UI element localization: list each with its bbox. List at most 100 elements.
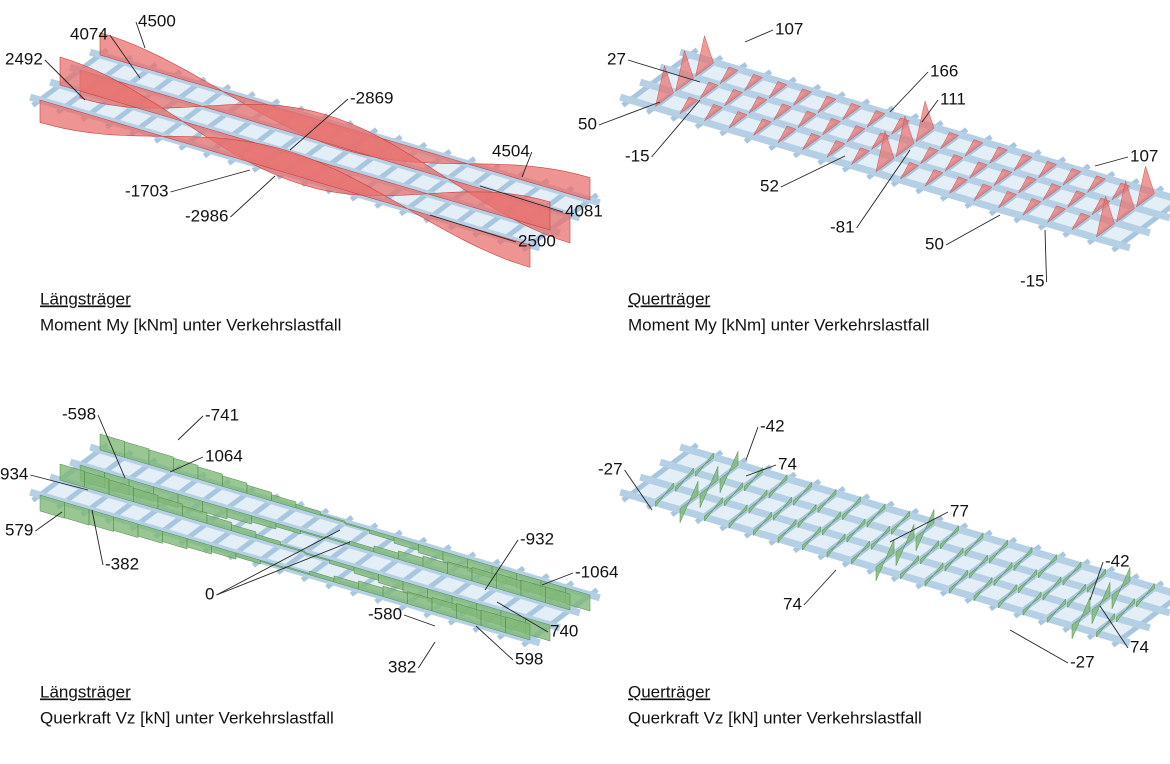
moment-diagram [969, 161, 989, 179]
shear-diagram [822, 510, 841, 536]
shear-diagram [202, 500, 228, 520]
shear-diagram [99, 433, 125, 458]
shear-diagram [211, 545, 237, 560]
value-label: -1703 [125, 181, 168, 200]
leader-line [91, 509, 104, 566]
leader-line [1099, 605, 1129, 649]
leader-line [30, 474, 89, 491]
shear-diagram [1013, 546, 1033, 572]
moment-diagram [699, 81, 719, 100]
value-label: -382 [105, 554, 139, 573]
moment-diagram [1022, 198, 1042, 216]
moment-diagram [695, 34, 714, 78]
shear-diagram [797, 503, 817, 529]
leader-line [496, 601, 549, 633]
moment-diagram [79, 69, 571, 244]
bridge-deck [29, 32, 601, 268]
value-label: 934 [0, 464, 28, 483]
shear-diagram [768, 474, 788, 500]
value-label: -2986 [185, 206, 228, 225]
moment-diagram [802, 132, 822, 151]
value-label: -27 [1070, 652, 1095, 671]
moment-diagram [675, 49, 694, 93]
moment-diagram [768, 81, 788, 99]
panel-heading: Längsträger [40, 289, 131, 308]
panel-caption: Moment My [kNm] unter Verkehrslastfall [40, 315, 341, 334]
shear-diagram [748, 489, 768, 515]
shear-diagram [186, 538, 212, 555]
leader-line [1009, 629, 1069, 664]
value-label: 4504 [492, 141, 530, 160]
moment-diagram [940, 131, 960, 150]
value-label: -2869 [350, 88, 393, 107]
shear-diagram [817, 488, 837, 514]
shear-diagram [695, 452, 714, 478]
leader-line [744, 29, 774, 43]
panel-heading: Querträger [628, 682, 711, 701]
moment-diagram [915, 100, 935, 143]
shear-diagram [1038, 553, 1057, 579]
leader-line [479, 185, 564, 213]
value-label: -580 [368, 604, 402, 623]
shear-diagram [993, 561, 1013, 587]
shear-diagram [505, 616, 531, 641]
moment-diagram [900, 161, 920, 180]
moment-diagram [797, 110, 817, 129]
value-label: 4500 [138, 11, 176, 30]
value-label: 74 [778, 454, 797, 473]
value-label: -15 [625, 146, 650, 165]
cross-beam [251, 507, 330, 568]
panel-caption: Querkraft Vz [kN] unter Verkehrslastfall [40, 708, 334, 727]
moment-diagram [944, 154, 964, 172]
shear-diagram [875, 539, 895, 581]
shear-diagram [59, 463, 85, 488]
shear-diagram [275, 522, 301, 535]
value-label: 107 [1130, 146, 1158, 165]
moment-diagram [989, 146, 1009, 164]
shear-diagram [699, 466, 719, 508]
leader-line [856, 149, 911, 229]
moment-diagram [793, 88, 813, 106]
shear-diagram [280, 543, 306, 553]
moment-diagram [748, 96, 768, 114]
value-label: 4074 [70, 24, 108, 43]
moment-diagram [826, 140, 846, 158]
shear-diagram [973, 576, 993, 602]
shear-diagram [300, 529, 326, 540]
panel-caption: Querkraft Vz [kN] unter Verkehrslastfall [628, 708, 922, 727]
shear-diagram [64, 501, 90, 526]
shear-diagram [271, 494, 297, 509]
value-label: 598 [515, 649, 543, 668]
shear-diagram [137, 523, 163, 544]
shear-diagram [728, 504, 748, 530]
value-label: 1064 [205, 446, 243, 465]
leader-line [289, 98, 349, 151]
value-label: 2492 [5, 49, 43, 68]
shear-diagram [777, 518, 797, 544]
value-label: 107 [775, 19, 803, 38]
moment-diagram [773, 103, 793, 121]
moment-diagram [704, 103, 724, 122]
shear-diagram [675, 467, 694, 493]
shear-diagram [895, 524, 915, 566]
shear-diagram [255, 533, 281, 546]
value-label: -741 [205, 405, 239, 424]
moment-diagram [1013, 153, 1033, 172]
shear-diagram [84, 471, 110, 495]
shear-diagram [545, 586, 571, 611]
shear-diagram [842, 495, 861, 521]
moment-diagram [1062, 168, 1082, 186]
value-label: -932 [520, 529, 554, 548]
shear-diagram [108, 479, 134, 503]
moment-diagram [822, 117, 842, 136]
leader-line [216, 529, 341, 596]
shear-diagram [826, 533, 846, 559]
moment-diagram [949, 176, 969, 194]
value-label: 740 [550, 621, 578, 640]
cross-beam [1111, 204, 1170, 253]
shear-diagram [793, 481, 812, 507]
value-label: 27 [607, 49, 626, 68]
moment-diagram [1042, 183, 1062, 201]
shear-diagram [206, 514, 232, 532]
shear-diagram [173, 457, 199, 480]
